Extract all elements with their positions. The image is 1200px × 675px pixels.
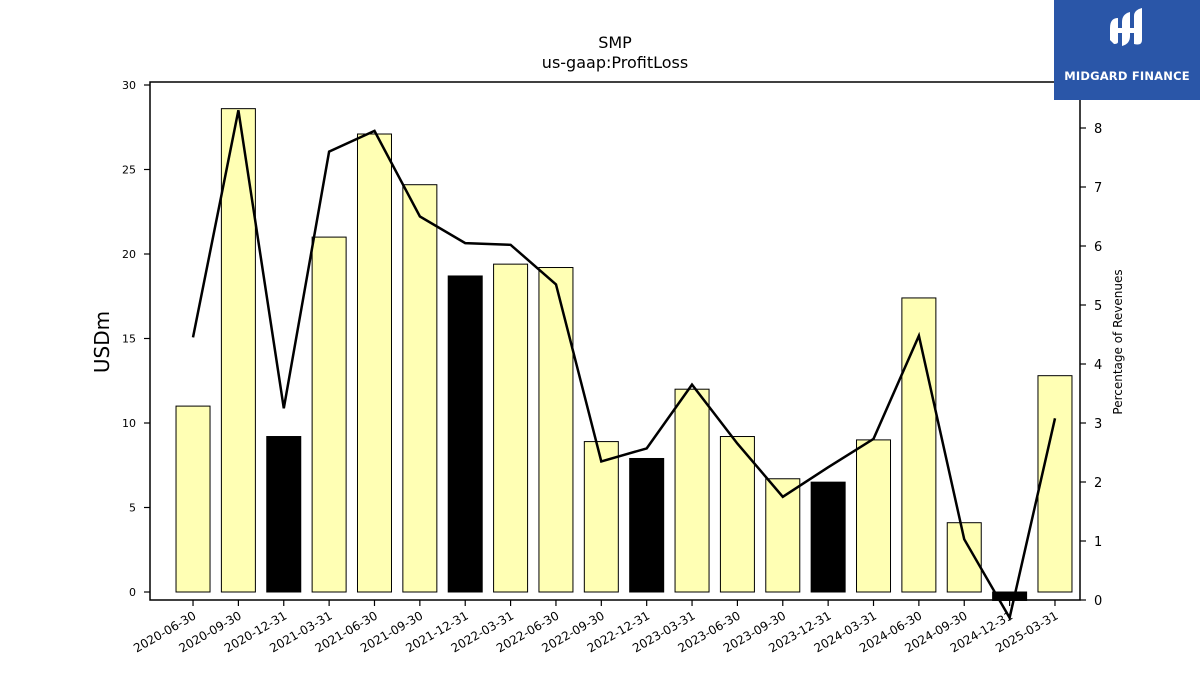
- bar-2022-09-30: [583, 441, 619, 593]
- bar-2024-06-30: [901, 297, 937, 593]
- y-axis-right: 0 1 2 3 4 5 6 7 8: [1080, 122, 1102, 609]
- y2-axis-label: Percentage of Revenues: [1111, 269, 1125, 414]
- bar-2022-12-31: [629, 457, 665, 593]
- bar-2023-06-30: [719, 436, 755, 593]
- y2-tick-label: 4: [1094, 358, 1102, 373]
- bar-2021-12-31: [447, 275, 483, 593]
- brand-logo: MIDGARD FINANCE: [1054, 0, 1200, 100]
- y2-tick-label: 1: [1094, 535, 1102, 550]
- y2-tick-label: 3: [1094, 417, 1102, 432]
- y-tick-label: 25: [122, 164, 136, 177]
- chart-title: SMP: [598, 33, 632, 52]
- bar-2021-09-30: [402, 184, 438, 593]
- x-axis: 2020-06-302020-09-302020-12-312021-03-31…: [131, 600, 1060, 655]
- bar-2020-06-30: [175, 405, 211, 593]
- bars: [175, 108, 1073, 601]
- y-tick-label: 0: [129, 586, 136, 599]
- ratio-line: [191, 110, 1057, 622]
- bar-2023-12-31: [810, 481, 846, 593]
- y2-tick-label: 7: [1094, 181, 1102, 196]
- y-tick-label: 20: [122, 248, 136, 261]
- y-tick-label: 30: [122, 79, 136, 92]
- y2-tick-label: 0: [1094, 594, 1102, 609]
- y-tick-label: 10: [122, 417, 136, 430]
- y2-tick-label: 2: [1094, 476, 1102, 491]
- line-layer: [191, 110, 1057, 622]
- bar-2024-03-31: [856, 439, 892, 593]
- bar-2022-06-30: [538, 267, 574, 593]
- y-tick-label: 5: [129, 502, 136, 515]
- brand-name: MIDGARD FINANCE: [1064, 69, 1190, 83]
- y2-tick-label: 6: [1094, 240, 1102, 255]
- y-tick-label: 15: [122, 333, 136, 346]
- y-axis-left: 0 5 10 15 20 25 30: [122, 79, 150, 599]
- bar-2023-03-31: [674, 388, 710, 593]
- bar-2021-03-31: [311, 236, 347, 593]
- bar-2024-09-30: [946, 522, 982, 593]
- brand-mark-icon: [1110, 8, 1142, 46]
- chart-subtitle: us-gaap:ProfitLoss: [542, 53, 688, 72]
- y2-tick-label: 8: [1094, 122, 1102, 137]
- bar-2020-12-31: [266, 436, 302, 593]
- bar-2025-03-31: [1037, 375, 1073, 593]
- plot-frame: [149, 81, 1081, 601]
- bar-2022-03-31: [493, 263, 529, 593]
- y2-tick-label: 5: [1094, 299, 1102, 314]
- y-axis-label: USDm: [90, 311, 114, 373]
- bar-2021-06-30: [356, 133, 392, 593]
